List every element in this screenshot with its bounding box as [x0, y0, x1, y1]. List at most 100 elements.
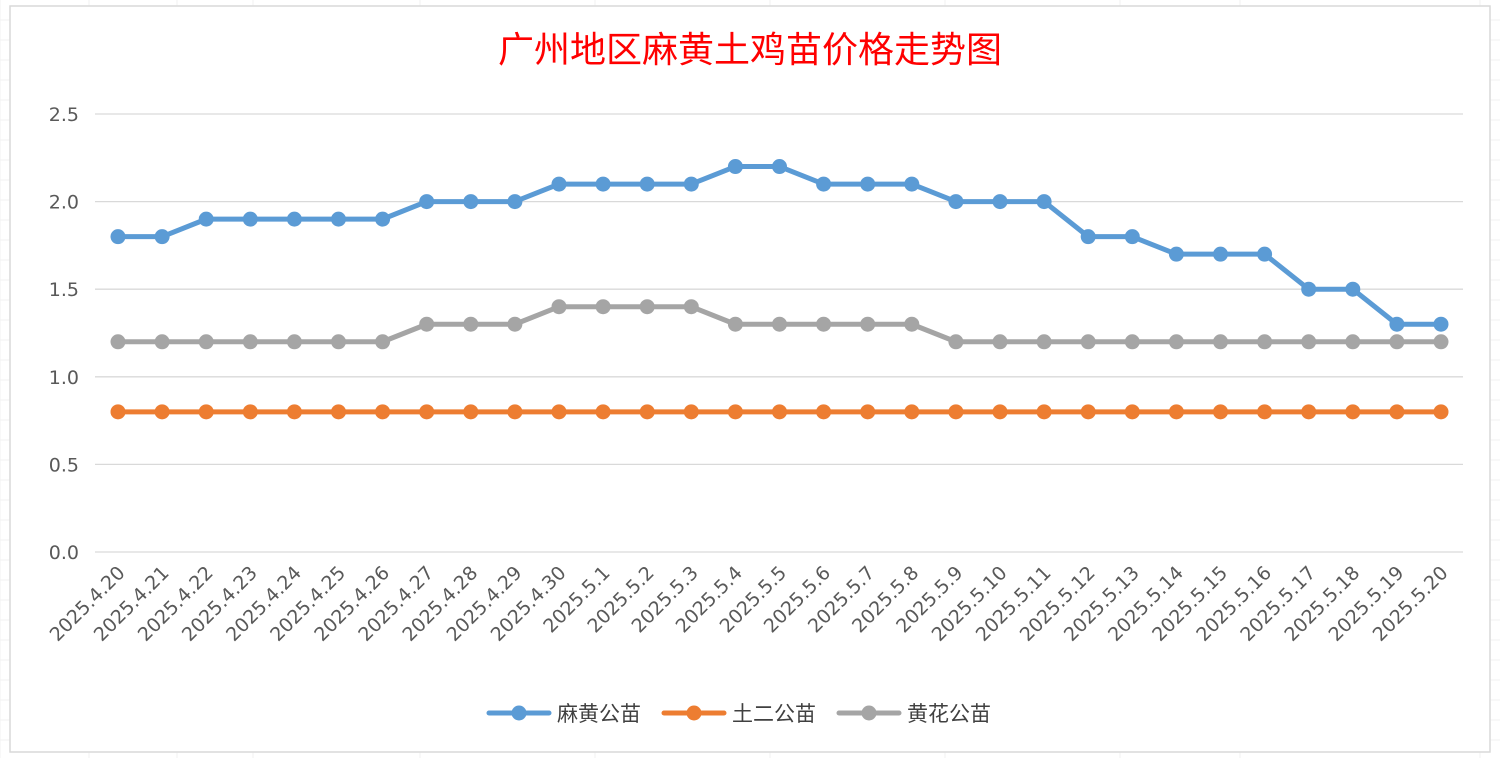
data-point: [1301, 404, 1317, 420]
data-point: [375, 404, 391, 420]
data-point: [1257, 246, 1273, 262]
data-point: [286, 334, 302, 350]
data-point: [816, 404, 832, 420]
data-point: [110, 229, 126, 245]
data-point: [1433, 316, 1449, 332]
y-gridlines: [95, 113, 1463, 553]
data-point: [772, 404, 787, 420]
data-point: [507, 316, 523, 332]
data-point: [110, 334, 126, 350]
chart-frame: [9, 5, 1491, 753]
data-point: [154, 229, 170, 245]
data-point: [242, 334, 258, 350]
data-point: [595, 404, 611, 420]
data-point: [154, 334, 170, 350]
y-tick-label: 2.0: [49, 192, 79, 214]
legend-item: 土二公苗: [661, 702, 816, 726]
legend: 麻黄公苗 土二公苗 黄花公苗: [486, 702, 991, 726]
y-tick-label: 1.0: [49, 367, 79, 389]
data-point: [948, 404, 964, 420]
data-point: [683, 176, 699, 192]
data-point: [1389, 334, 1405, 350]
data-point: [1345, 404, 1361, 420]
data-point: [463, 316, 479, 332]
data-point: [772, 316, 787, 332]
data-point: [1213, 404, 1228, 420]
data-point: [1168, 404, 1184, 420]
data-point: [727, 159, 743, 175]
series-layer: [110, 159, 1449, 420]
legend-marker: [861, 705, 877, 721]
data-point: [639, 299, 655, 315]
data-point: [1080, 404, 1096, 420]
legend-item: 黄花公苗: [836, 702, 991, 726]
data-point: [1257, 334, 1273, 350]
data-point: [1168, 246, 1184, 262]
data-point: [683, 404, 699, 420]
data-point: [331, 404, 346, 420]
data-point: [1257, 404, 1273, 420]
data-point: [419, 316, 435, 332]
data-point: [860, 404, 876, 420]
y-tick-label: 2.5: [49, 104, 79, 126]
data-point: [948, 194, 964, 210]
data-point: [242, 211, 258, 227]
data-point: [860, 316, 876, 332]
data-point: [1036, 194, 1052, 210]
data-point: [507, 194, 523, 210]
data-point: [331, 211, 346, 227]
data-point: [904, 316, 920, 332]
data-point: [1036, 404, 1052, 420]
data-point: [551, 404, 567, 420]
data-point: [110, 404, 126, 420]
data-point: [551, 299, 567, 315]
data-point: [595, 176, 611, 192]
data-point: [286, 404, 302, 420]
data-point: [375, 211, 391, 227]
data-point: [1213, 246, 1228, 262]
data-point: [772, 159, 787, 175]
data-point: [948, 334, 964, 350]
data-point: [860, 176, 876, 192]
data-point: [1301, 334, 1317, 350]
data-point: [1433, 404, 1449, 420]
data-point: [904, 176, 920, 192]
data-point: [375, 334, 391, 350]
data-point: [727, 404, 743, 420]
data-point: [1389, 316, 1405, 332]
data-point: [1124, 229, 1140, 245]
data-point: [904, 404, 920, 420]
data-point: [198, 334, 214, 350]
data-point: [463, 404, 479, 420]
data-point: [198, 211, 214, 227]
data-point: [992, 334, 1008, 350]
data-point: [1036, 334, 1052, 350]
series-2: [110, 404, 1449, 420]
data-point: [1168, 334, 1184, 350]
data-point: [1433, 334, 1449, 350]
data-point: [992, 194, 1008, 210]
y-tick-label: 0.5: [49, 454, 79, 476]
data-point: [463, 194, 479, 210]
data-point: [419, 404, 435, 420]
data-point: [683, 299, 699, 315]
data-point: [1213, 334, 1228, 350]
legend-label: 土二公苗: [732, 702, 816, 726]
data-point: [331, 334, 346, 350]
legend-label: 黄花公苗: [907, 702, 991, 726]
data-point: [1124, 404, 1140, 420]
chart-title: 广州地区麻黄土鸡苗价格走势图: [498, 30, 1002, 71]
data-point: [639, 176, 655, 192]
legend-item: 麻黄公苗: [486, 702, 641, 726]
data-point: [198, 404, 214, 420]
series-1: [110, 159, 1449, 332]
data-point: [1345, 281, 1361, 297]
y-axis-tick-labels: 0.0 0.5 1.0 1.5 2.0 2.5: [49, 104, 79, 564]
y-tick-label: 1.5: [49, 279, 79, 301]
series-3: [110, 299, 1449, 350]
data-point: [816, 316, 832, 332]
data-point: [1124, 334, 1140, 350]
y-tick-label: 0.0: [49, 542, 79, 564]
